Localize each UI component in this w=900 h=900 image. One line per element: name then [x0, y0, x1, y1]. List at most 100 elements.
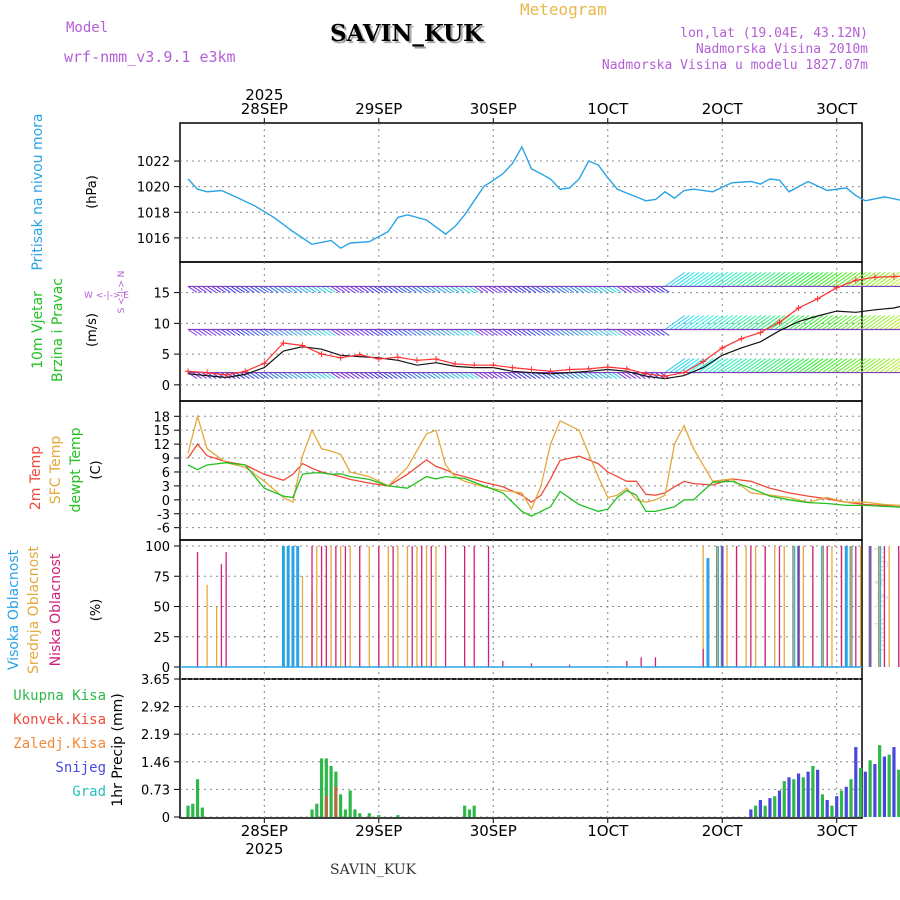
- wind-barb: [674, 315, 695, 330]
- wind-barb: [741, 272, 762, 287]
- wind-barb: [731, 272, 752, 287]
- model-label: Model: [66, 20, 109, 36]
- wind-barb: [688, 315, 709, 330]
- wind-barb: [526, 286, 536, 293]
- wind-barb: [526, 329, 536, 336]
- wind-barb: [822, 315, 843, 330]
- precip-ytick-label: 2.92: [141, 701, 170, 716]
- wind-barb: [473, 286, 484, 293]
- wind-barb: [679, 358, 700, 373]
- wind-barb: [211, 329, 222, 336]
- wind-barb: [340, 372, 350, 379]
- wind-barb: [831, 315, 853, 330]
- wind-barb: [359, 329, 369, 336]
- wind-barb: [249, 286, 260, 293]
- wind-barb: [626, 329, 637, 336]
- wind-barb: [550, 286, 560, 293]
- wind-barb: [760, 315, 781, 330]
- wind-barb: [435, 286, 446, 293]
- wind-barb: [373, 286, 384, 293]
- wind-barb: [512, 329, 522, 336]
- wind-barb: [373, 372, 384, 379]
- model-elevation-label: Nadmorska Visina u modelu 1827.07m: [601, 58, 868, 73]
- wind-ytick-label: 5: [162, 348, 170, 363]
- wind-barb: [764, 272, 786, 287]
- wind-barb: [502, 286, 513, 293]
- wind-barb: [216, 286, 226, 293]
- wind-barb: [454, 329, 465, 336]
- wind-gust-marker: [509, 364, 516, 371]
- wind-barb: [736, 272, 757, 287]
- wind-barb: [564, 286, 575, 293]
- wind-barb: [225, 372, 236, 379]
- wind-barb: [516, 329, 527, 336]
- wind-barb: [416, 286, 427, 293]
- wind-barb: [368, 372, 379, 379]
- temp-label-sfc: SFC Temp: [48, 436, 64, 505]
- wind-barb: [698, 315, 719, 330]
- wind-barb: [540, 329, 551, 336]
- wind-barb: [612, 286, 622, 293]
- temp-ytick-label: -3: [157, 508, 170, 523]
- wind-barb: [292, 372, 303, 379]
- wind-barb: [440, 329, 451, 336]
- wind-gust-marker: [375, 356, 382, 363]
- precip-bar: [768, 798, 772, 817]
- wind-barb: [564, 372, 575, 379]
- temp-ytick-label: 15: [153, 424, 170, 439]
- wind-barb: [283, 329, 293, 336]
- wind-gust-marker: [528, 366, 535, 373]
- precip-bar: [777, 790, 782, 817]
- wind-barb: [745, 315, 767, 330]
- wind-gust-marker: [776, 319, 783, 326]
- wind-barb: [302, 372, 312, 379]
- wind-barb: [788, 358, 810, 373]
- wind-barb: [512, 372, 522, 379]
- temp-line-2m: [187, 443, 900, 508]
- wind-barb: [731, 315, 752, 330]
- wind-barb: [574, 286, 584, 293]
- footer-station: SAVIN_KUK: [330, 862, 417, 878]
- wind-barb: [655, 329, 665, 336]
- wind-barb: [521, 286, 532, 293]
- wind-barb: [373, 329, 384, 336]
- wind-gust-marker: [185, 368, 191, 375]
- wind-barb: [688, 272, 709, 287]
- wind-barb: [483, 286, 494, 293]
- wind-barb: [693, 315, 714, 330]
- wind-barb: [798, 315, 819, 330]
- cloud-ytick-label: 100: [145, 540, 170, 555]
- wind-barb: [769, 358, 791, 373]
- wind-barb: [302, 329, 312, 336]
- wind-barb: [612, 329, 622, 336]
- precip-bar: [796, 773, 801, 817]
- precip-bar: [315, 803, 319, 817]
- wind-barb: [488, 286, 498, 293]
- wind-barb: [874, 315, 895, 330]
- model-name: wrf-nmm_v3.9.1 e3km: [64, 48, 236, 66]
- wind-barb: [383, 329, 393, 336]
- wind-barb: [240, 286, 250, 293]
- wind-gust-marker: [280, 340, 287, 347]
- wind-barb: [330, 286, 341, 293]
- wind-barb: [206, 329, 217, 336]
- wind-barb: [741, 358, 762, 373]
- wind-barb: [745, 358, 767, 373]
- wind-barb: [459, 329, 470, 336]
- wind-barb: [569, 286, 579, 293]
- precip-bar: [367, 813, 371, 817]
- wind-barb: [354, 329, 365, 336]
- wind-barb: [488, 372, 498, 379]
- wind-barb: [564, 329, 575, 336]
- wind-barb: [411, 372, 422, 379]
- wind-barb: [650, 329, 660, 336]
- wind-barb: [617, 372, 627, 379]
- wind-gust-marker: [795, 304, 802, 311]
- wind-barb: [311, 286, 322, 293]
- precip-bar: [329, 765, 333, 817]
- wind-barb: [769, 272, 791, 287]
- wind-barb: [540, 286, 551, 293]
- wind-barb: [888, 278, 900, 287]
- wind-barb: [264, 329, 274, 336]
- precip-bar: [854, 747, 858, 817]
